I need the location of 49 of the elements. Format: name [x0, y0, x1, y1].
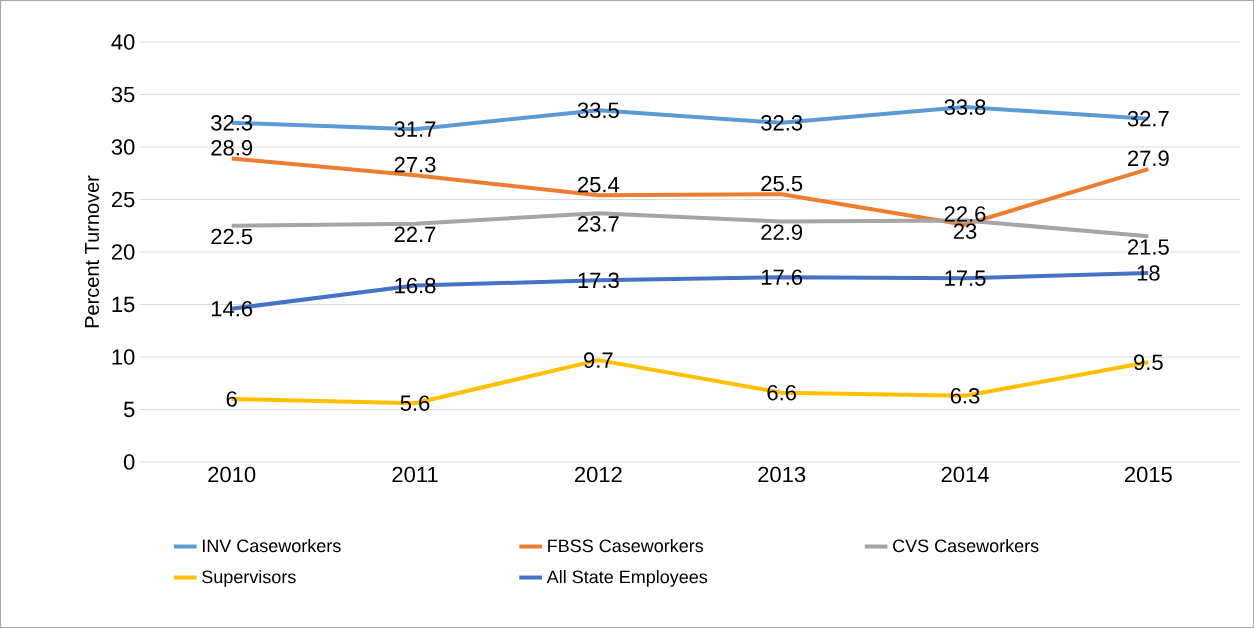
- legend-label: Supervisors: [202, 570, 296, 587]
- data-label: 23: [953, 223, 977, 239]
- data-label: 9.7: [584, 352, 613, 368]
- y-tick-label: 40: [111, 34, 135, 50]
- data-label: 9.5: [1134, 354, 1163, 371]
- data-label: 18: [1137, 265, 1160, 281]
- data-label: 23.7: [578, 216, 619, 232]
- x-tick-label: 2015: [1124, 466, 1172, 483]
- x-tick-label: 2013: [758, 466, 806, 483]
- y-tick-label: 15: [112, 296, 135, 313]
- data-label: 6.6: [767, 384, 796, 401]
- data-label: 27.9: [1128, 150, 1169, 167]
- data-label: 17.5: [945, 270, 986, 286]
- x-tick-label: 2010: [208, 466, 256, 483]
- y-tick-label: 20: [111, 244, 135, 260]
- data-label: 32.7: [1127, 110, 1169, 127]
- y-tick-label: 35: [111, 86, 135, 103]
- y-tick-label: 10: [112, 349, 135, 365]
- legend-label: FBSS Caseworkers: [548, 538, 704, 553]
- legend-label: All State Employees: [546, 570, 708, 587]
- data-label: 33.5: [577, 102, 619, 119]
- data-label: 33.8: [944, 99, 986, 115]
- data-label: 22.9: [761, 224, 803, 241]
- data-label: 31.7: [394, 121, 436, 137]
- data-label: 6: [226, 391, 237, 407]
- data-label: 25.5: [761, 175, 803, 192]
- y-tick-label: 0: [123, 454, 135, 470]
- x-tick-label: 2014: [941, 466, 989, 483]
- data-label: 22.5: [211, 228, 253, 245]
- data-label: 32.3: [211, 115, 253, 131]
- legend-label: CVS Caseworkers: [893, 538, 1039, 553]
- data-label: 17.6: [761, 269, 803, 285]
- data-label: 21.5: [1128, 239, 1169, 255]
- x-tick-label: 2011: [392, 466, 438, 483]
- data-label: 25.4: [578, 176, 620, 193]
- x-tick-label: 2012: [574, 466, 622, 483]
- y-tick-label: 5: [123, 401, 135, 418]
- data-label: 22.6: [944, 206, 986, 222]
- data-label: 17.3: [578, 272, 619, 289]
- y-tick-label: 30: [111, 139, 135, 155]
- y-axis-title: Percent Turnover: [85, 175, 99, 328]
- data-label: 32.3: [761, 115, 803, 131]
- data-label: 16.8: [395, 277, 436, 294]
- legend-label: INV Caseworkers: [202, 538, 341, 553]
- data-label: 14.6: [211, 300, 253, 317]
- data-label: 22.7: [394, 226, 436, 242]
- data-label: 28.9: [211, 140, 253, 156]
- y-tick-label: 25: [111, 191, 135, 208]
- data-label: 27.3: [394, 156, 436, 173]
